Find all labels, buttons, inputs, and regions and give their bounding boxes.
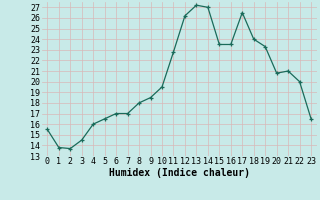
- X-axis label: Humidex (Indice chaleur): Humidex (Indice chaleur): [109, 168, 250, 178]
